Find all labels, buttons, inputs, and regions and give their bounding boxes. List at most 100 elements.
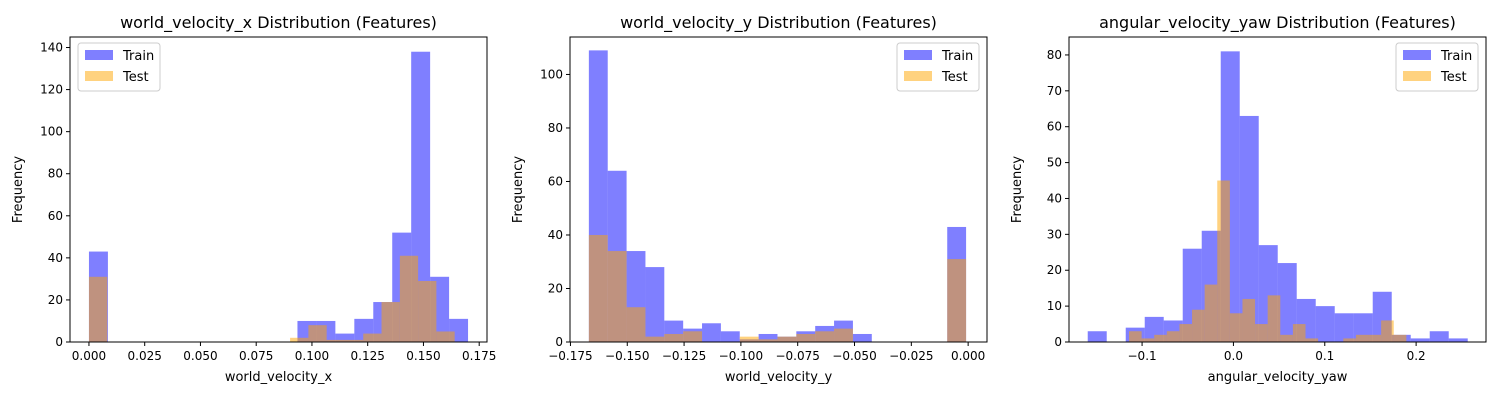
- chart-panel-2: −0.175 −0.150 −0.125 −0.100 −0.075 −0.050 −0.0…: [511, 13, 988, 385]
- histogram-bar: [588, 234, 608, 342]
- histogram-bar: [1154, 334, 1167, 342]
- x-tick-label: 0.000: [72, 349, 106, 363]
- legend-label-test: Test: [122, 70, 149, 85]
- x-tick-label: 0.125: [351, 349, 385, 363]
- histogram-bar: [645, 336, 665, 342]
- histogram-bar: [720, 331, 740, 342]
- histogram-bar: [1179, 324, 1193, 342]
- y-tick-label: 100: [40, 125, 63, 139]
- y-tick-label: 0: [55, 335, 63, 349]
- legend: Train Test: [896, 42, 980, 92]
- chart-title: world_velocity_y Distribution (Features): [620, 13, 937, 33]
- series-test: [88, 255, 455, 342]
- y-tick-label: 20: [48, 293, 63, 307]
- histogram-bar: [399, 255, 419, 342]
- histogram-bar: [1277, 263, 1297, 342]
- x-tick-label: −0.1: [1128, 349, 1157, 363]
- axes-frame: [1068, 36, 1487, 343]
- y-tick-label: 60: [548, 174, 563, 188]
- chart-title: world_velocity_x Distribution (Features): [120, 13, 437, 33]
- x-tick-label: 0.100: [295, 349, 329, 363]
- y-tick-label: 60: [1047, 120, 1062, 134]
- histogram-bar: [436, 331, 455, 342]
- x-tick-label: −0.150: [605, 349, 649, 363]
- y-axis-label: Frequency: [511, 156, 526, 223]
- y-axis-label: Frequency: [11, 156, 26, 223]
- legend-swatch-train: [1403, 50, 1431, 60]
- histogram-bar: [852, 333, 872, 342]
- histogram-bar: [739, 336, 759, 342]
- series-test: [1129, 180, 1407, 342]
- histogram-bar: [702, 323, 721, 342]
- histogram-bar: [308, 325, 327, 342]
- histogram-bar: [335, 333, 355, 342]
- histogram-bar: [1381, 320, 1394, 342]
- y-tick-label: 70: [1047, 84, 1062, 98]
- histogram-bar: [1129, 331, 1142, 342]
- histogram-bar: [834, 328, 853, 342]
- x-tick-label: 0.175: [462, 349, 496, 363]
- y-tick-label: 20: [548, 281, 563, 295]
- histogram-bar: [344, 339, 364, 342]
- y-tick-label: 120: [40, 83, 63, 97]
- x-axis-label: world_velocity_x: [225, 370, 333, 385]
- histogram-bar: [758, 333, 778, 342]
- y-tick-label: 40: [548, 228, 563, 242]
- x-tick-label: 0.1: [1315, 349, 1334, 363]
- y-tick-label: 60: [48, 209, 63, 223]
- x-tick-label: −0.100: [719, 349, 763, 363]
- histogram-bar: [607, 251, 627, 342]
- chart-title: angular_velocity_yaw Distribution (Featu…: [1099, 13, 1456, 33]
- y-tick-label: 10: [1047, 299, 1062, 313]
- x-tick-label: −0.075: [775, 349, 819, 363]
- histogram-bar: [664, 333, 684, 342]
- histogram-bar: [1343, 338, 1356, 342]
- x-tick-label: −0.125: [662, 349, 706, 363]
- histogram-bar: [1267, 295, 1281, 342]
- legend-label-test: Test: [941, 70, 968, 85]
- histogram-bar: [1242, 298, 1256, 342]
- histogram-bar: [363, 333, 382, 342]
- legend: Train Test: [1395, 42, 1479, 92]
- x-tick-label: −0.025: [889, 349, 933, 363]
- histogram-bar: [777, 336, 797, 342]
- legend-swatch-train: [85, 50, 113, 60]
- histogram-bar: [947, 259, 967, 342]
- histogram-bar: [1368, 334, 1382, 342]
- axes-frame: [569, 36, 988, 343]
- chart-panel-1: 0.000 0.025 0.050 0.075 0.100 0.125 0.150 0.175…: [11, 13, 496, 385]
- histogram-bar: [626, 307, 646, 342]
- chart-panel-3: −0.1 0.0 0.1 0.2 0 10 20 30 40 50 60 70 80 angular_ve…: [1010, 13, 1487, 385]
- legend-label-train: Train: [1440, 49, 1472, 64]
- histogram-bar: [1410, 338, 1430, 342]
- x-tick-label: 0.0: [1224, 349, 1243, 363]
- x-tick-label: 0.150: [406, 349, 440, 363]
- x-tick-label: −0.175: [548, 349, 592, 363]
- legend-swatch-train: [904, 50, 932, 60]
- x-tick-label: 0.075: [239, 349, 273, 363]
- histogram-bar: [290, 337, 309, 342]
- histogram-bar: [1280, 334, 1293, 342]
- histogram-bar: [1087, 331, 1107, 342]
- legend-label-train: Train: [122, 49, 154, 64]
- legend-swatch-test: [85, 71, 113, 81]
- histogram-bar: [683, 331, 703, 342]
- y-tick-label: 80: [1047, 48, 1062, 62]
- histogram-bar: [1393, 334, 1407, 342]
- histogram-bar: [1217, 180, 1230, 342]
- y-tick-label: 0: [1054, 335, 1062, 349]
- histogram-bar: [1334, 313, 1354, 342]
- histogram-bar: [758, 339, 778, 342]
- y-tick-label: 20: [1047, 263, 1062, 277]
- x-tick-label: 0.025: [128, 349, 162, 363]
- x-axis-label: world_velocity_y: [725, 370, 833, 385]
- y-tick-label: 50: [1047, 156, 1062, 170]
- histogram-bar: [1166, 331, 1180, 342]
- legend-swatch-test: [904, 71, 932, 81]
- histogram-bar: [1192, 309, 1205, 342]
- histogram-bar: [1429, 331, 1449, 342]
- histogram-bar: [1448, 338, 1468, 342]
- y-tick-label: 80: [548, 121, 563, 135]
- histogram-bar: [1239, 115, 1259, 342]
- y-tick-label: 30: [1047, 227, 1062, 241]
